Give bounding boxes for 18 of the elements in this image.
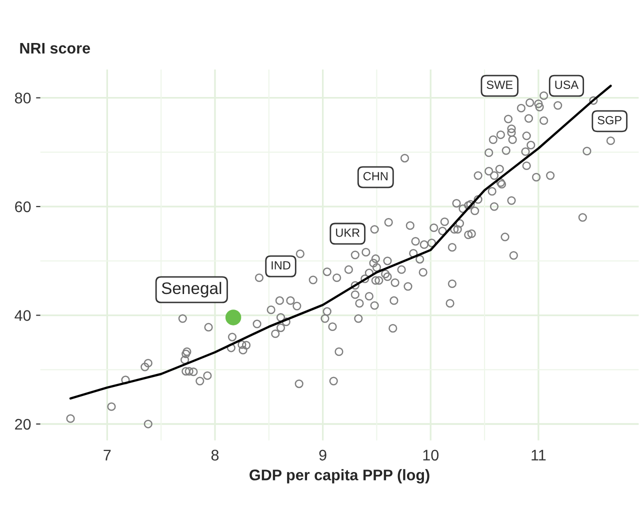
chart-title: NRI score bbox=[20, 42, 90, 54]
x-tick-label: 10 bbox=[423, 450, 439, 461]
annotation: SGP bbox=[598, 116, 622, 124]
x-axis-title: GDP per capita PPP (log) bbox=[250, 469, 430, 484]
y-tick-label: 20 bbox=[15, 418, 31, 430]
y-tick-label: 80 bbox=[14, 92, 31, 104]
x-tick-label: 8 bbox=[211, 450, 219, 461]
x-tick-label: 7 bbox=[104, 450, 111, 460]
annotation: CHN bbox=[363, 172, 388, 180]
y-tick-label: 40 bbox=[14, 310, 31, 321]
y-tick-label: 60 bbox=[15, 201, 31, 212]
annotation: UKR bbox=[336, 228, 360, 237]
annotation: SWE bbox=[486, 80, 513, 90]
x-tick-label: 9 bbox=[319, 450, 326, 461]
series-label: Senegal bbox=[162, 282, 222, 298]
annotation: USA bbox=[555, 80, 579, 90]
annotation: IND bbox=[272, 261, 290, 270]
x-tick-label: 11 bbox=[532, 450, 546, 460]
